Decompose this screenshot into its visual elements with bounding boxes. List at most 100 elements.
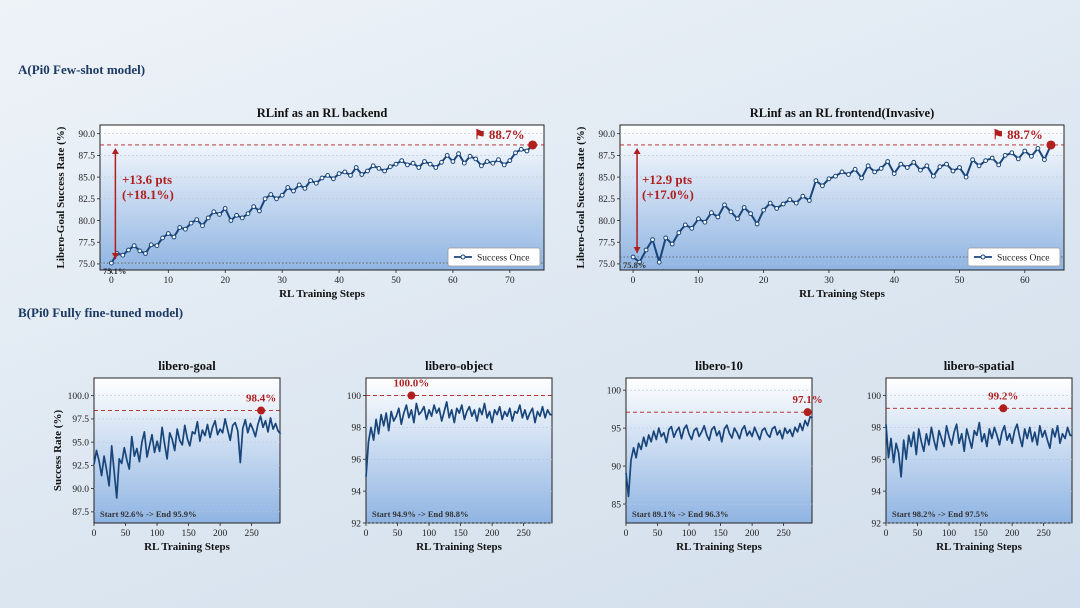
data-point <box>709 210 714 216</box>
data-point <box>382 168 388 174</box>
y-tick-label: 90 <box>612 462 622 472</box>
data-point <box>268 192 274 197</box>
data-point <box>291 188 296 194</box>
y-tick-label: 90.0 <box>72 485 89 495</box>
gain-label-line: (+18.1%) <box>122 187 174 202</box>
x-tick-label: 50 <box>393 529 403 539</box>
y-axis-title: Libero-Goal Success Rate (%) <box>55 126 67 268</box>
x-tick-label: 150 <box>713 529 728 539</box>
data-point <box>211 209 217 215</box>
y-tick-label: 85 <box>612 500 622 510</box>
best-label: 100.0% <box>394 378 430 390</box>
series-line <box>93 415 282 499</box>
plot-area <box>625 377 813 524</box>
data-point <box>891 171 897 176</box>
x-axis-title: RL Training Steps <box>936 541 1023 553</box>
data-point <box>663 235 669 241</box>
plot-area <box>365 377 553 524</box>
data-point <box>826 176 832 182</box>
y-tick-label: 82.5 <box>78 195 95 205</box>
data-point <box>524 148 530 154</box>
y-tick-label: 92.5 <box>72 462 89 472</box>
data-point <box>308 178 314 183</box>
data-point <box>983 158 989 163</box>
data-point <box>761 207 767 213</box>
data-point <box>285 185 291 190</box>
data-point <box>937 164 943 170</box>
chart-title: libero-10 <box>695 359 743 373</box>
data-point <box>767 200 773 206</box>
x-tick-label: 200 <box>745 529 760 539</box>
x-tick-label: 150 <box>973 529 988 539</box>
x-tick-label: 10 <box>164 276 174 286</box>
data-point <box>313 180 319 186</box>
gain-arrow-head-up <box>111 147 119 154</box>
y-tick-label: 96 <box>352 456 362 466</box>
start-label: 75.8% <box>623 260 646 270</box>
data-point <box>859 175 865 181</box>
data-point <box>839 169 845 175</box>
x-tick-label: 40 <box>889 276 899 286</box>
gain-arrow-head-up <box>633 147 641 154</box>
data-point <box>222 206 228 211</box>
data-point <box>427 161 433 167</box>
chart-title: libero-object <box>425 359 494 373</box>
y-tick-label: 77.5 <box>78 239 95 249</box>
y-tick-label: 95.0 <box>72 438 89 448</box>
data-point <box>319 175 325 181</box>
data-point <box>217 212 222 217</box>
x-tick-label: 0 <box>631 276 636 286</box>
data-point <box>950 168 956 174</box>
y-tick-label: 94 <box>352 487 362 497</box>
x-tick-label: 250 <box>245 529 260 539</box>
x-tick-label: 10 <box>694 276 704 286</box>
y-tick-label: 75.0 <box>598 260 615 270</box>
data-point <box>154 243 160 249</box>
data-point <box>676 230 682 236</box>
data-point <box>918 167 923 173</box>
x-tick-label: 200 <box>1005 529 1020 539</box>
y-axis-title: Success Rate (%) <box>52 410 64 492</box>
x-tick-label: 100 <box>150 529 165 539</box>
y-tick-label: 98 <box>872 424 882 434</box>
data-point <box>872 169 878 175</box>
start-end-summary: Start 94.9% -> End 98.8% <box>372 509 468 519</box>
y-tick-label: 100 <box>347 392 362 402</box>
series-line <box>625 415 814 498</box>
y-tick-label: 97.5 <box>72 415 89 425</box>
data-point <box>496 157 501 163</box>
x-tick-label: 0 <box>92 529 97 539</box>
legend-box <box>967 247 1061 267</box>
data-point <box>735 216 740 222</box>
data-point <box>885 159 891 164</box>
data-point <box>205 215 211 221</box>
series-line <box>885 421 1073 478</box>
data-point <box>239 215 245 221</box>
data-point <box>904 165 910 170</box>
data-point <box>741 205 747 210</box>
data-point <box>865 163 871 169</box>
x-tick-label: 100 <box>422 529 437 539</box>
data-point <box>996 162 1002 168</box>
chart-libero-object: 92 94 96 98 100 0 50 100 150 200 250 libero-object R… <box>347 359 553 553</box>
data-point <box>878 166 884 171</box>
chart-libero-goal: 87.5 90.0 92.5 95.0 97.5 100.0 0 50 100 150 200 250… <box>52 359 282 553</box>
y-tick-label: 87.5 <box>78 152 95 162</box>
data-point <box>444 153 450 158</box>
data-point <box>405 162 410 168</box>
data-point <box>722 202 727 208</box>
x-tick-label: 50 <box>913 529 923 539</box>
y-tick-label: 94 <box>872 487 882 497</box>
data-point <box>387 164 393 170</box>
y-tick-label: 98 <box>352 424 362 434</box>
x-tick-label: 60 <box>448 276 458 286</box>
x-tick-label: 50 <box>121 529 131 539</box>
x-tick-label: 250 <box>1037 529 1052 539</box>
data-point <box>931 173 936 179</box>
data-point <box>433 165 439 170</box>
x-tick-label: 40 <box>334 276 344 286</box>
data-point <box>262 196 268 202</box>
y-tick-label: 90.0 <box>78 130 95 140</box>
data-point <box>702 219 708 225</box>
data-point <box>473 156 479 162</box>
